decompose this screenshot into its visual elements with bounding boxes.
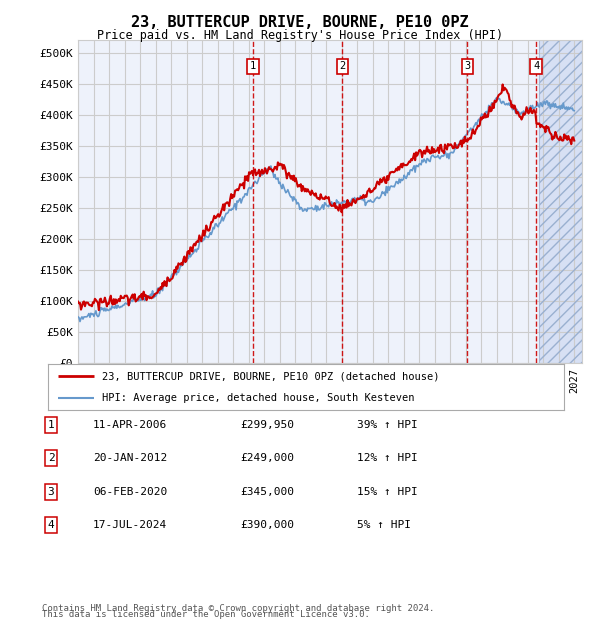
- Text: 06-FEB-2020: 06-FEB-2020: [93, 487, 167, 497]
- Text: £390,000: £390,000: [240, 520, 294, 530]
- Text: 2: 2: [47, 453, 55, 463]
- Text: 3: 3: [47, 487, 55, 497]
- Text: 15% ↑ HPI: 15% ↑ HPI: [357, 487, 418, 497]
- Text: 39% ↑ HPI: 39% ↑ HPI: [357, 420, 418, 430]
- Text: £299,950: £299,950: [240, 420, 294, 430]
- Text: 23, BUTTERCUP DRIVE, BOURNE, PE10 0PZ (detached house): 23, BUTTERCUP DRIVE, BOURNE, PE10 0PZ (d…: [102, 371, 440, 381]
- Text: HPI: Average price, detached house, South Kesteven: HPI: Average price, detached house, Sout…: [102, 393, 415, 403]
- Text: 20-JAN-2012: 20-JAN-2012: [93, 453, 167, 463]
- Text: Price paid vs. HM Land Registry's House Price Index (HPI): Price paid vs. HM Land Registry's House …: [97, 29, 503, 42]
- Text: 4: 4: [47, 520, 55, 530]
- Text: 17-JUL-2024: 17-JUL-2024: [93, 520, 167, 530]
- Text: 5% ↑ HPI: 5% ↑ HPI: [357, 520, 411, 530]
- Text: 11-APR-2006: 11-APR-2006: [93, 420, 167, 430]
- Text: 4: 4: [533, 61, 539, 71]
- Text: 1: 1: [250, 61, 256, 71]
- Text: 2: 2: [339, 61, 346, 71]
- Text: £345,000: £345,000: [240, 487, 294, 497]
- Text: 12% ↑ HPI: 12% ↑ HPI: [357, 453, 418, 463]
- Text: This data is licensed under the Open Government Licence v3.0.: This data is licensed under the Open Gov…: [42, 610, 370, 619]
- Text: Contains HM Land Registry data © Crown copyright and database right 2024.: Contains HM Land Registry data © Crown c…: [42, 603, 434, 613]
- Text: 3: 3: [464, 61, 470, 71]
- Text: £249,000: £249,000: [240, 453, 294, 463]
- Text: 23, BUTTERCUP DRIVE, BOURNE, PE10 0PZ: 23, BUTTERCUP DRIVE, BOURNE, PE10 0PZ: [131, 15, 469, 30]
- Text: 1: 1: [47, 420, 55, 430]
